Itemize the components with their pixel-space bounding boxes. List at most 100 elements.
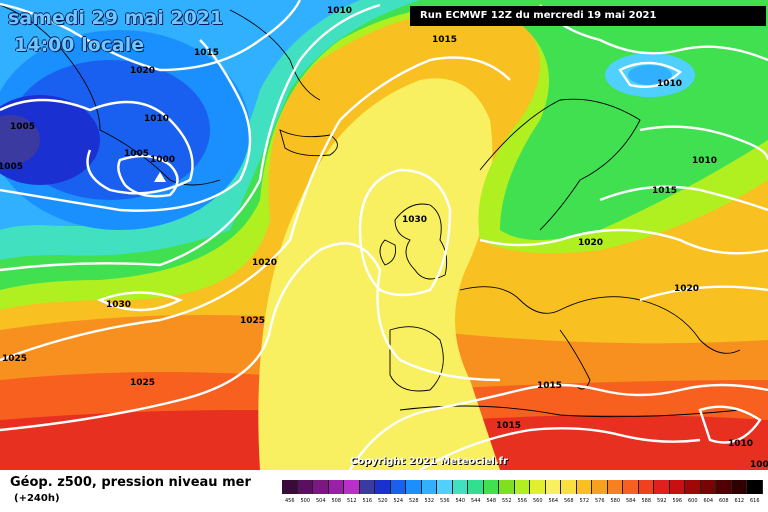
- legend-swatch: [390, 480, 406, 494]
- legend-tick: 520: [377, 498, 388, 504]
- pressure-label: 1010: [657, 79, 682, 89]
- legend-swatch: [483, 480, 499, 494]
- legend-tick: 540: [455, 498, 466, 504]
- isobar: [0, 98, 194, 195]
- legend-swatch: [561, 480, 577, 494]
- isobar: [599, 185, 768, 212]
- legend-swatch: [375, 480, 391, 494]
- legend-swatch: [592, 480, 608, 494]
- legend-swatch: [716, 480, 732, 494]
- legend-swatch: [499, 480, 515, 494]
- uk-coast: [394, 203, 448, 280]
- legend-tick: 536: [439, 498, 450, 504]
- isobar: [0, 39, 252, 212]
- isobar: [0, 3, 381, 272]
- model-run-banner: Run ECMWF 12Z du mercredi 19 mai 2021: [410, 6, 766, 26]
- legend-tick: 588: [641, 498, 652, 504]
- legend-tick: 612: [734, 498, 745, 504]
- isobars: [0, 0, 768, 470]
- isobar: [0, 242, 501, 432]
- iberia-coast: [389, 326, 444, 392]
- isobar: [419, 427, 701, 470]
- legend-tick: 600: [687, 498, 698, 504]
- scandinavia-coast: [479, 98, 641, 231]
- pressure-label: 1010: [144, 114, 169, 124]
- isobar: [479, 228, 768, 255]
- legend-swatch: [545, 480, 561, 494]
- legend-tick: 512: [346, 498, 357, 504]
- greenland-east-coast: [229, 9, 321, 101]
- legend-tick: 560: [532, 498, 543, 504]
- product-title: Géop. z500, pression niveau mer: [10, 475, 251, 490]
- legend-tick: 532: [424, 498, 435, 504]
- europe-coast: [459, 286, 741, 354]
- isobar: [639, 285, 768, 302]
- legend-tick: 564: [548, 498, 559, 504]
- pressure-label: 1010: [327, 6, 352, 16]
- legend-tick: 504: [315, 498, 326, 504]
- legend-swatch: [514, 480, 530, 494]
- scandinavia-core: [628, 65, 672, 85]
- pressure-label: 1030: [402, 215, 427, 225]
- legend-swatch: [406, 480, 422, 494]
- legend-swatch: [344, 480, 360, 494]
- pressure-label: 1010: [728, 439, 753, 449]
- legend-tick: 544: [470, 498, 481, 504]
- pressure-label: 1010: [692, 156, 717, 166]
- pressure-label: 1005: [0, 162, 23, 172]
- ireland-coast: [379, 239, 396, 266]
- isobar: [539, 4, 768, 62]
- legend-tick: 524: [393, 498, 404, 504]
- legend-tick: 516: [362, 498, 373, 504]
- pressure-label: 1020: [578, 238, 603, 248]
- isobar: [348, 383, 768, 470]
- low-pressure-marker: [154, 172, 166, 182]
- core-zone-2: [0, 115, 40, 165]
- legend-tick: 596: [672, 498, 683, 504]
- pressure-label: 1005: [124, 149, 149, 159]
- legend-tick: 580: [610, 498, 621, 504]
- pressure-label: 1020: [674, 284, 699, 294]
- isobar: [0, 0, 302, 72]
- legend-swatch: [421, 480, 437, 494]
- isobar: [618, 61, 682, 89]
- legend-swatch: [607, 480, 623, 494]
- legend-swatch: [328, 480, 344, 494]
- legend-swatch: [669, 480, 685, 494]
- forecast-date: samedi 29 mai 2021: [8, 7, 224, 29]
- isobar: [96, 291, 184, 312]
- legend-swatch: [437, 480, 453, 494]
- pressure-label: 1020: [130, 66, 155, 76]
- pressure-label: 1005: [750, 460, 768, 470]
- legend-swatch: [530, 480, 546, 494]
- legend-tick: 548: [486, 498, 497, 504]
- pressure-label: 1020: [252, 258, 277, 268]
- pressure-label: 1015: [537, 381, 562, 391]
- pressure-label: 1015: [496, 421, 521, 431]
- pressure-label: 1025: [2, 354, 27, 364]
- legend-tick: 508: [331, 498, 342, 504]
- legend-swatch: [313, 480, 329, 494]
- color-scale-ticks: 456 500 504 508 512 516 520 524 528 532 536 540 544 5…: [282, 498, 763, 504]
- isobar: [698, 405, 762, 444]
- legend-swatch: [700, 480, 716, 494]
- legend-swatch: [685, 480, 701, 494]
- legend-swatch: [623, 480, 639, 494]
- legend-tick: 572: [579, 498, 590, 504]
- legend-swatch: [731, 480, 747, 494]
- legend-swatch: [576, 480, 592, 494]
- isobar: [0, 56, 511, 362]
- core-zone: [0, 95, 100, 185]
- pressure-label: 1015: [194, 48, 219, 58]
- legend-swatch: [747, 480, 763, 494]
- legend-tick: 616: [749, 498, 760, 504]
- legend-tick: 500: [300, 498, 311, 504]
- legend-tick: 604: [703, 498, 714, 504]
- legend-tick: 568: [563, 498, 574, 504]
- pressure-label: 1030: [106, 300, 131, 310]
- legend-swatch: [452, 480, 468, 494]
- isobar: [639, 125, 768, 161]
- isobar: [117, 154, 179, 198]
- forecast-time: 14:00 locale: [14, 34, 145, 56]
